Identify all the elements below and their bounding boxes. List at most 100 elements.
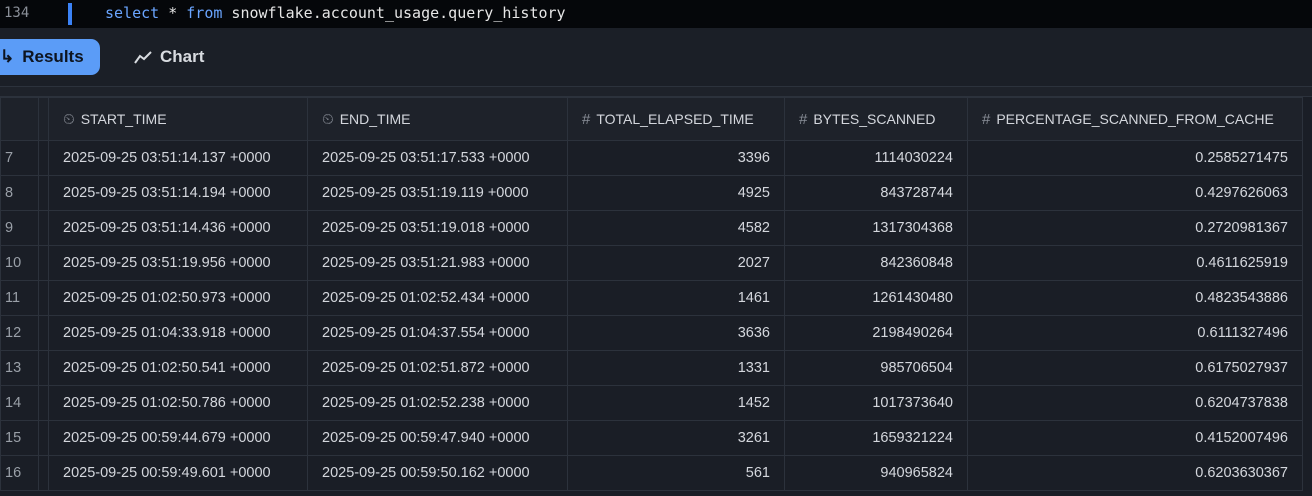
table-row[interactable]: 7 2025-09-25 03:51:14.137 +0000 2025-09-25… [0,140,1303,176]
row-number[interactable]: 12 [0,315,39,351]
separator-cell [38,245,49,281]
cell-percentage-scanned-from-cache[interactable]: 0.4152007496 [967,420,1303,456]
table-row[interactable]: 9 2025-09-25 03:51:14.436 +0000 2025-09-25… [0,210,1303,246]
cell-total-elapsed-time[interactable]: 1461 [567,280,785,316]
results-tab-button[interactable]: ↳ Results [0,39,100,75]
table-row[interactable]: 8 2025-09-25 03:51:14.194 +0000 2025-09-25… [0,175,1303,211]
active-line-marker [68,3,72,25]
cell-percentage-scanned-from-cache[interactable]: 0.6203630367 [967,455,1303,491]
cell-end-time[interactable]: 2025-09-25 00:59:50.162 +0000 [307,455,568,491]
hash-icon: # [982,110,991,128]
separator-cell [38,420,49,456]
row-number[interactable]: 14 [0,385,39,421]
separator-cell [38,455,49,491]
cell-percentage-scanned-from-cache[interactable]: 0.6204737838 [967,385,1303,421]
table-row[interactable]: 10 2025-09-25 03:51:19.956 +0000 2025-09-2… [0,245,1303,281]
table-row[interactable]: 12 2025-09-25 01:04:33.918 +0000 2025-09-2… [0,315,1303,351]
cell-start-time[interactable]: 2025-09-25 00:59:49.601 +0000 [48,455,308,491]
cell-bytes-scanned[interactable]: 1659321224 [784,420,968,456]
cell-end-time[interactable]: 2025-09-25 03:51:19.018 +0000 [307,210,568,246]
column-header-total-elapsed-time[interactable]: # TOTAL_ELAPSED_TIME [567,97,785,141]
cell-bytes-scanned[interactable]: 842360848 [784,245,968,281]
line-number: 134 [4,5,30,21]
cell-start-time[interactable]: 2025-09-25 01:02:50.541 +0000 [48,350,308,386]
cell-end-time[interactable]: 2025-09-25 01:02:51.872 +0000 [307,350,568,386]
row-number[interactable]: 13 [0,350,39,386]
cell-start-time[interactable]: 2025-09-25 00:59:44.679 +0000 [48,420,308,456]
cell-start-time[interactable]: 2025-09-25 03:51:14.137 +0000 [48,140,308,176]
row-number[interactable]: 15 [0,420,39,456]
cell-start-time[interactable]: 2025-09-25 03:51:14.436 +0000 [48,210,308,246]
cell-start-time[interactable]: 2025-09-25 01:04:33.918 +0000 [48,315,308,351]
row-number[interactable]: 10 [0,245,39,281]
cell-bytes-scanned[interactable]: 2198490264 [784,315,968,351]
cell-start-time[interactable]: 2025-09-25 03:51:14.194 +0000 [48,175,308,211]
cell-end-time[interactable]: 2025-09-25 01:02:52.434 +0000 [307,280,568,316]
sql-code[interactable]: select * from snowflake.account_usage.qu… [105,4,566,22]
code-star: * [159,4,187,22]
cell-start-time[interactable]: 2025-09-25 01:02:50.786 +0000 [48,385,308,421]
row-number[interactable]: 9 [0,210,39,246]
column-separator [38,97,49,141]
cell-start-time[interactable]: 2025-09-25 01:02:50.973 +0000 [48,280,308,316]
cell-end-time[interactable]: 2025-09-25 00:59:47.940 +0000 [307,420,568,456]
cell-end-time[interactable]: 2025-09-25 01:04:37.554 +0000 [307,315,568,351]
cell-bytes-scanned[interactable]: 1114030224 [784,140,968,176]
cell-end-time[interactable]: 2025-09-25 03:51:17.533 +0000 [307,140,568,176]
row-number[interactable]: 8 [0,175,39,211]
cell-bytes-scanned[interactable]: 1261430480 [784,280,968,316]
cell-total-elapsed-time[interactable]: 2027 [567,245,785,281]
table-row[interactable]: 16 2025-09-25 00:59:49.601 +0000 2025-09-2… [0,455,1303,491]
cell-bytes-scanned[interactable]: 940965824 [784,455,968,491]
separator-cell [38,315,49,351]
cell-end-time[interactable]: 2025-09-25 03:51:21.983 +0000 [307,245,568,281]
column-header-bytes-scanned[interactable]: # BYTES_SCANNED [784,97,968,141]
results-label: Results [22,47,84,66]
chart-tab-button[interactable]: Chart [134,39,204,75]
cell-percentage-scanned-from-cache[interactable]: 0.2720981367 [967,210,1303,246]
cell-total-elapsed-time[interactable]: 4925 [567,175,785,211]
separator-cell [38,175,49,211]
separator-cell [38,140,49,176]
table-row[interactable]: 14 2025-09-25 01:02:50.786 +0000 2025-09-2… [0,385,1303,421]
cell-percentage-scanned-from-cache[interactable]: 0.2585271475 [967,140,1303,176]
cell-total-elapsed-time[interactable]: 561 [567,455,785,491]
cell-start-time[interactable]: 2025-09-25 03:51:19.956 +0000 [48,245,308,281]
cell-total-elapsed-time[interactable]: 4582 [567,210,785,246]
cell-percentage-scanned-from-cache[interactable]: 0.4297626063 [967,175,1303,211]
cell-bytes-scanned[interactable]: 1017373640 [784,385,968,421]
column-header-end-time[interactable]: ⏲ END_TIME [307,97,568,141]
cell-percentage-scanned-from-cache[interactable]: 0.6175027937 [967,350,1303,386]
cell-bytes-scanned[interactable]: 1317304368 [784,210,968,246]
cell-end-time[interactable]: 2025-09-25 01:02:52.238 +0000 [307,385,568,421]
cell-bytes-scanned[interactable]: 843728744 [784,175,968,211]
cell-percentage-scanned-from-cache[interactable]: 0.4823543886 [967,280,1303,316]
line-chart-icon [134,51,152,64]
column-header-percentage-scanned-from-cache[interactable]: # PERCENTAGE_SCANNED_FROM_CACHE [967,97,1303,141]
table-row[interactable]: 13 2025-09-25 01:02:50.541 +0000 2025-09-2… [0,350,1303,386]
cell-total-elapsed-time[interactable]: 1452 [567,385,785,421]
row-number[interactable]: 11 [0,280,39,316]
keyword-from: from [186,4,223,22]
cell-total-elapsed-time[interactable]: 3636 [567,315,785,351]
cell-percentage-scanned-from-cache[interactable]: 0.6111327496 [967,315,1303,351]
vertical-scrollbar[interactable] [1302,0,1312,496]
row-number-header [0,97,39,141]
cell-total-elapsed-time[interactable]: 3261 [567,420,785,456]
cell-end-time[interactable]: 2025-09-25 03:51:19.119 +0000 [307,175,568,211]
hash-icon: # [799,110,808,128]
cell-bytes-scanned[interactable]: 985706504 [784,350,968,386]
sql-editor-line[interactable]: 134 select * from snowflake.account_usag… [0,0,1312,28]
arrow-return-icon: ↳ [0,47,15,66]
chart-label: Chart [160,47,205,66]
separator-cell [38,210,49,246]
row-number[interactable]: 16 [0,455,39,491]
row-number[interactable]: 7 [0,140,39,176]
table-row[interactable]: 15 2025-09-25 00:59:44.679 +0000 2025-09-2… [0,420,1303,456]
cell-total-elapsed-time[interactable]: 3396 [567,140,785,176]
table-row[interactable]: 11 2025-09-25 01:02:50.973 +0000 2025-09-2… [0,280,1303,316]
cell-total-elapsed-time[interactable]: 1331 [567,350,785,386]
column-header-start-time[interactable]: ⏲ START_TIME [48,97,308,141]
cell-percentage-scanned-from-cache[interactable]: 0.4611625919 [967,245,1303,281]
code-table: snowflake.account_usage.query_history [222,4,566,22]
